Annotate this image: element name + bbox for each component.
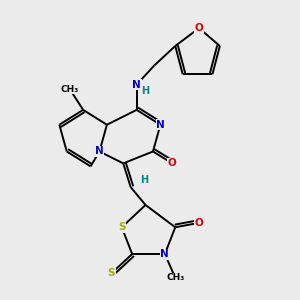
Text: S: S bbox=[118, 222, 125, 232]
Text: H: H bbox=[142, 85, 150, 96]
Text: N: N bbox=[160, 249, 169, 259]
Text: N: N bbox=[95, 146, 104, 157]
Text: O: O bbox=[195, 23, 203, 33]
Text: S: S bbox=[108, 268, 115, 278]
Text: N: N bbox=[156, 120, 165, 130]
Text: H: H bbox=[140, 175, 148, 185]
Text: CH₃: CH₃ bbox=[166, 273, 184, 282]
Text: O: O bbox=[195, 218, 203, 228]
Text: CH₃: CH₃ bbox=[61, 85, 79, 94]
Text: N: N bbox=[132, 80, 141, 90]
Text: O: O bbox=[168, 158, 177, 168]
